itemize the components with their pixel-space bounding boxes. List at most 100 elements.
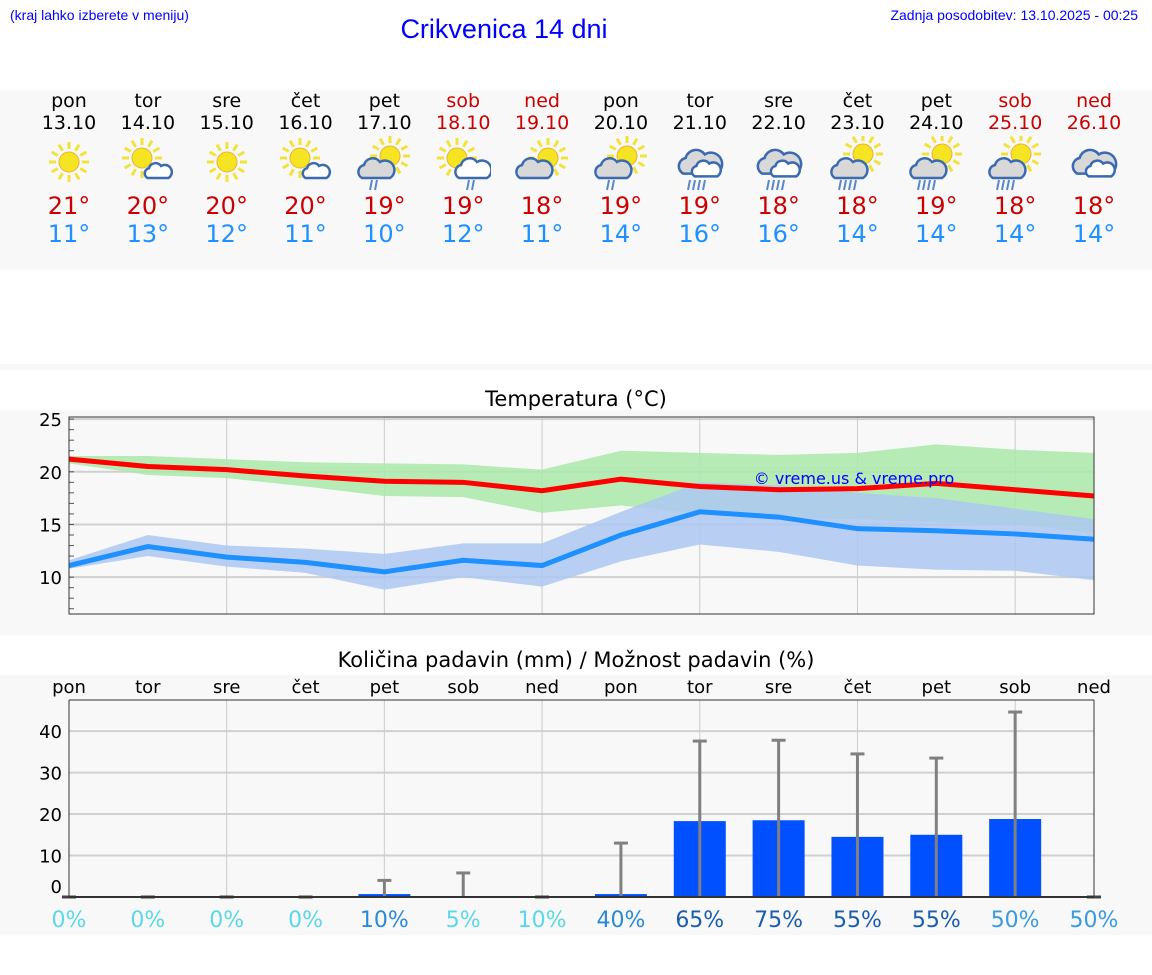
temperature-chart: 10 15 20 25 © vreme.us & vreme.pro <box>0 410 1152 635</box>
sun <box>58 151 80 173</box>
sun-ray <box>632 137 639 146</box>
sun-ray <box>467 146 476 153</box>
day-label: tor <box>135 677 161 698</box>
sun-ray <box>1009 136 1016 144</box>
sun-grey-cloud-light-rain-icon <box>594 136 647 191</box>
day-date: 21.10 <box>672 112 727 134</box>
precip-probability: 55% <box>912 908 961 933</box>
day-name: pet <box>368 90 400 112</box>
temp-max: 18° <box>993 192 1037 220</box>
divider <box>0 364 1152 370</box>
precip-probability: 50% <box>1070 908 1119 933</box>
sun-ray <box>1026 136 1033 144</box>
day-date: 16.10 <box>278 112 333 134</box>
last-updated: Zadnja posodobitev: 13.10.2025 - 00:25 <box>890 7 1138 23</box>
sun-ray <box>79 167 88 174</box>
sun-ray <box>1026 164 1033 173</box>
location-hint[interactable]: (kraj lahko izberete v meniju) <box>10 7 189 23</box>
rain-drop <box>1006 179 1011 191</box>
precip-probability: 75% <box>754 908 803 933</box>
day-label: sre <box>765 677 792 698</box>
sun-ray <box>952 142 961 149</box>
sun-ray <box>462 139 469 148</box>
cloudy-rain-icon <box>677 148 724 191</box>
precip-probability: 0% <box>52 908 87 933</box>
rain-drop <box>996 179 1001 191</box>
cloud <box>909 157 948 180</box>
temp-max: 18° <box>520 192 564 220</box>
temp-max: 20° <box>126 192 170 220</box>
day-date: 23.10 <box>830 112 885 134</box>
sun-ray <box>237 167 245 174</box>
sun-ray <box>536 139 543 148</box>
temp-max: 19° <box>915 192 958 220</box>
sun-ray <box>130 168 137 177</box>
page-title: Crikvenica 14 dni <box>400 14 608 44</box>
day-name: ned <box>524 90 560 112</box>
day-date: 19.10 <box>514 112 570 134</box>
temp-max: 19° <box>441 192 485 220</box>
y-tick-label: 10 <box>39 847 62 868</box>
temp-max: 18° <box>757 192 800 220</box>
sun-ray <box>439 146 447 153</box>
rain-drop <box>374 179 379 191</box>
rain-drop <box>471 179 476 191</box>
sun-ray <box>74 143 81 152</box>
day-label: sob <box>447 677 479 698</box>
y-tick-label: 25 <box>39 410 62 431</box>
rain-drop <box>686 179 691 191</box>
sun-ray <box>147 139 154 148</box>
day-column: sre 22.10 18° 16° <box>739 90 819 248</box>
day-column: pon 13.10 21° 11° <box>29 90 109 248</box>
sun-ray <box>608 144 617 151</box>
sun-cloud-icon <box>279 138 331 180</box>
sun-ray <box>57 143 64 152</box>
cloud <box>690 159 722 178</box>
rain-drop <box>922 179 927 191</box>
sun-grey-cloud-icon <box>515 138 569 180</box>
precip-probability: 0% <box>288 908 323 933</box>
sun-grey-cloud-rain-icon <box>830 136 884 191</box>
cloud <box>454 157 492 180</box>
day-date: 22.10 <box>751 112 806 134</box>
sun-ray <box>231 143 238 152</box>
sun-ray <box>1031 142 1040 149</box>
cloud <box>515 157 554 180</box>
rain-drop <box>701 179 706 191</box>
day-label: ned <box>1077 677 1111 698</box>
sun-ray <box>868 164 875 173</box>
day-column: tor 14.10 20° 13° <box>108 90 188 248</box>
day-name: sre <box>212 90 242 112</box>
cloud <box>143 161 173 180</box>
sun-ray <box>123 163 132 170</box>
rain-drop <box>917 179 922 191</box>
day-column: sob 25.10 18° 14° <box>975 90 1055 248</box>
sun-ray <box>215 172 222 181</box>
temp-min: 14° <box>836 220 879 248</box>
day-column: čet 23.10 18° 14° <box>817 90 897 248</box>
day-name: čet <box>842 90 873 112</box>
rain-drop <box>765 179 770 191</box>
day-name: sre <box>764 90 794 112</box>
y-tick-label: 15 <box>39 515 62 536</box>
sun-ray <box>947 136 954 144</box>
sun-ray <box>50 167 59 174</box>
sun-ray <box>445 168 453 177</box>
sun-ray <box>400 144 409 151</box>
rain-drop <box>932 179 937 191</box>
day-label: sob <box>999 677 1031 698</box>
sun-ray <box>924 142 932 149</box>
sun-ray <box>372 144 380 151</box>
temp-min: 10° <box>363 220 406 248</box>
rain-drop <box>369 179 374 191</box>
sun-ray <box>231 172 238 181</box>
sun-ray <box>529 146 538 153</box>
day-date: 26.10 <box>1066 112 1122 134</box>
temp-min: 16° <box>757 220 800 248</box>
precip-probability: 5% <box>446 908 481 933</box>
rain-drop <box>848 179 853 191</box>
day-date: 20.10 <box>593 112 649 134</box>
day-label: čet <box>843 677 871 698</box>
cloud <box>594 157 633 180</box>
plot-frame <box>68 416 1095 615</box>
